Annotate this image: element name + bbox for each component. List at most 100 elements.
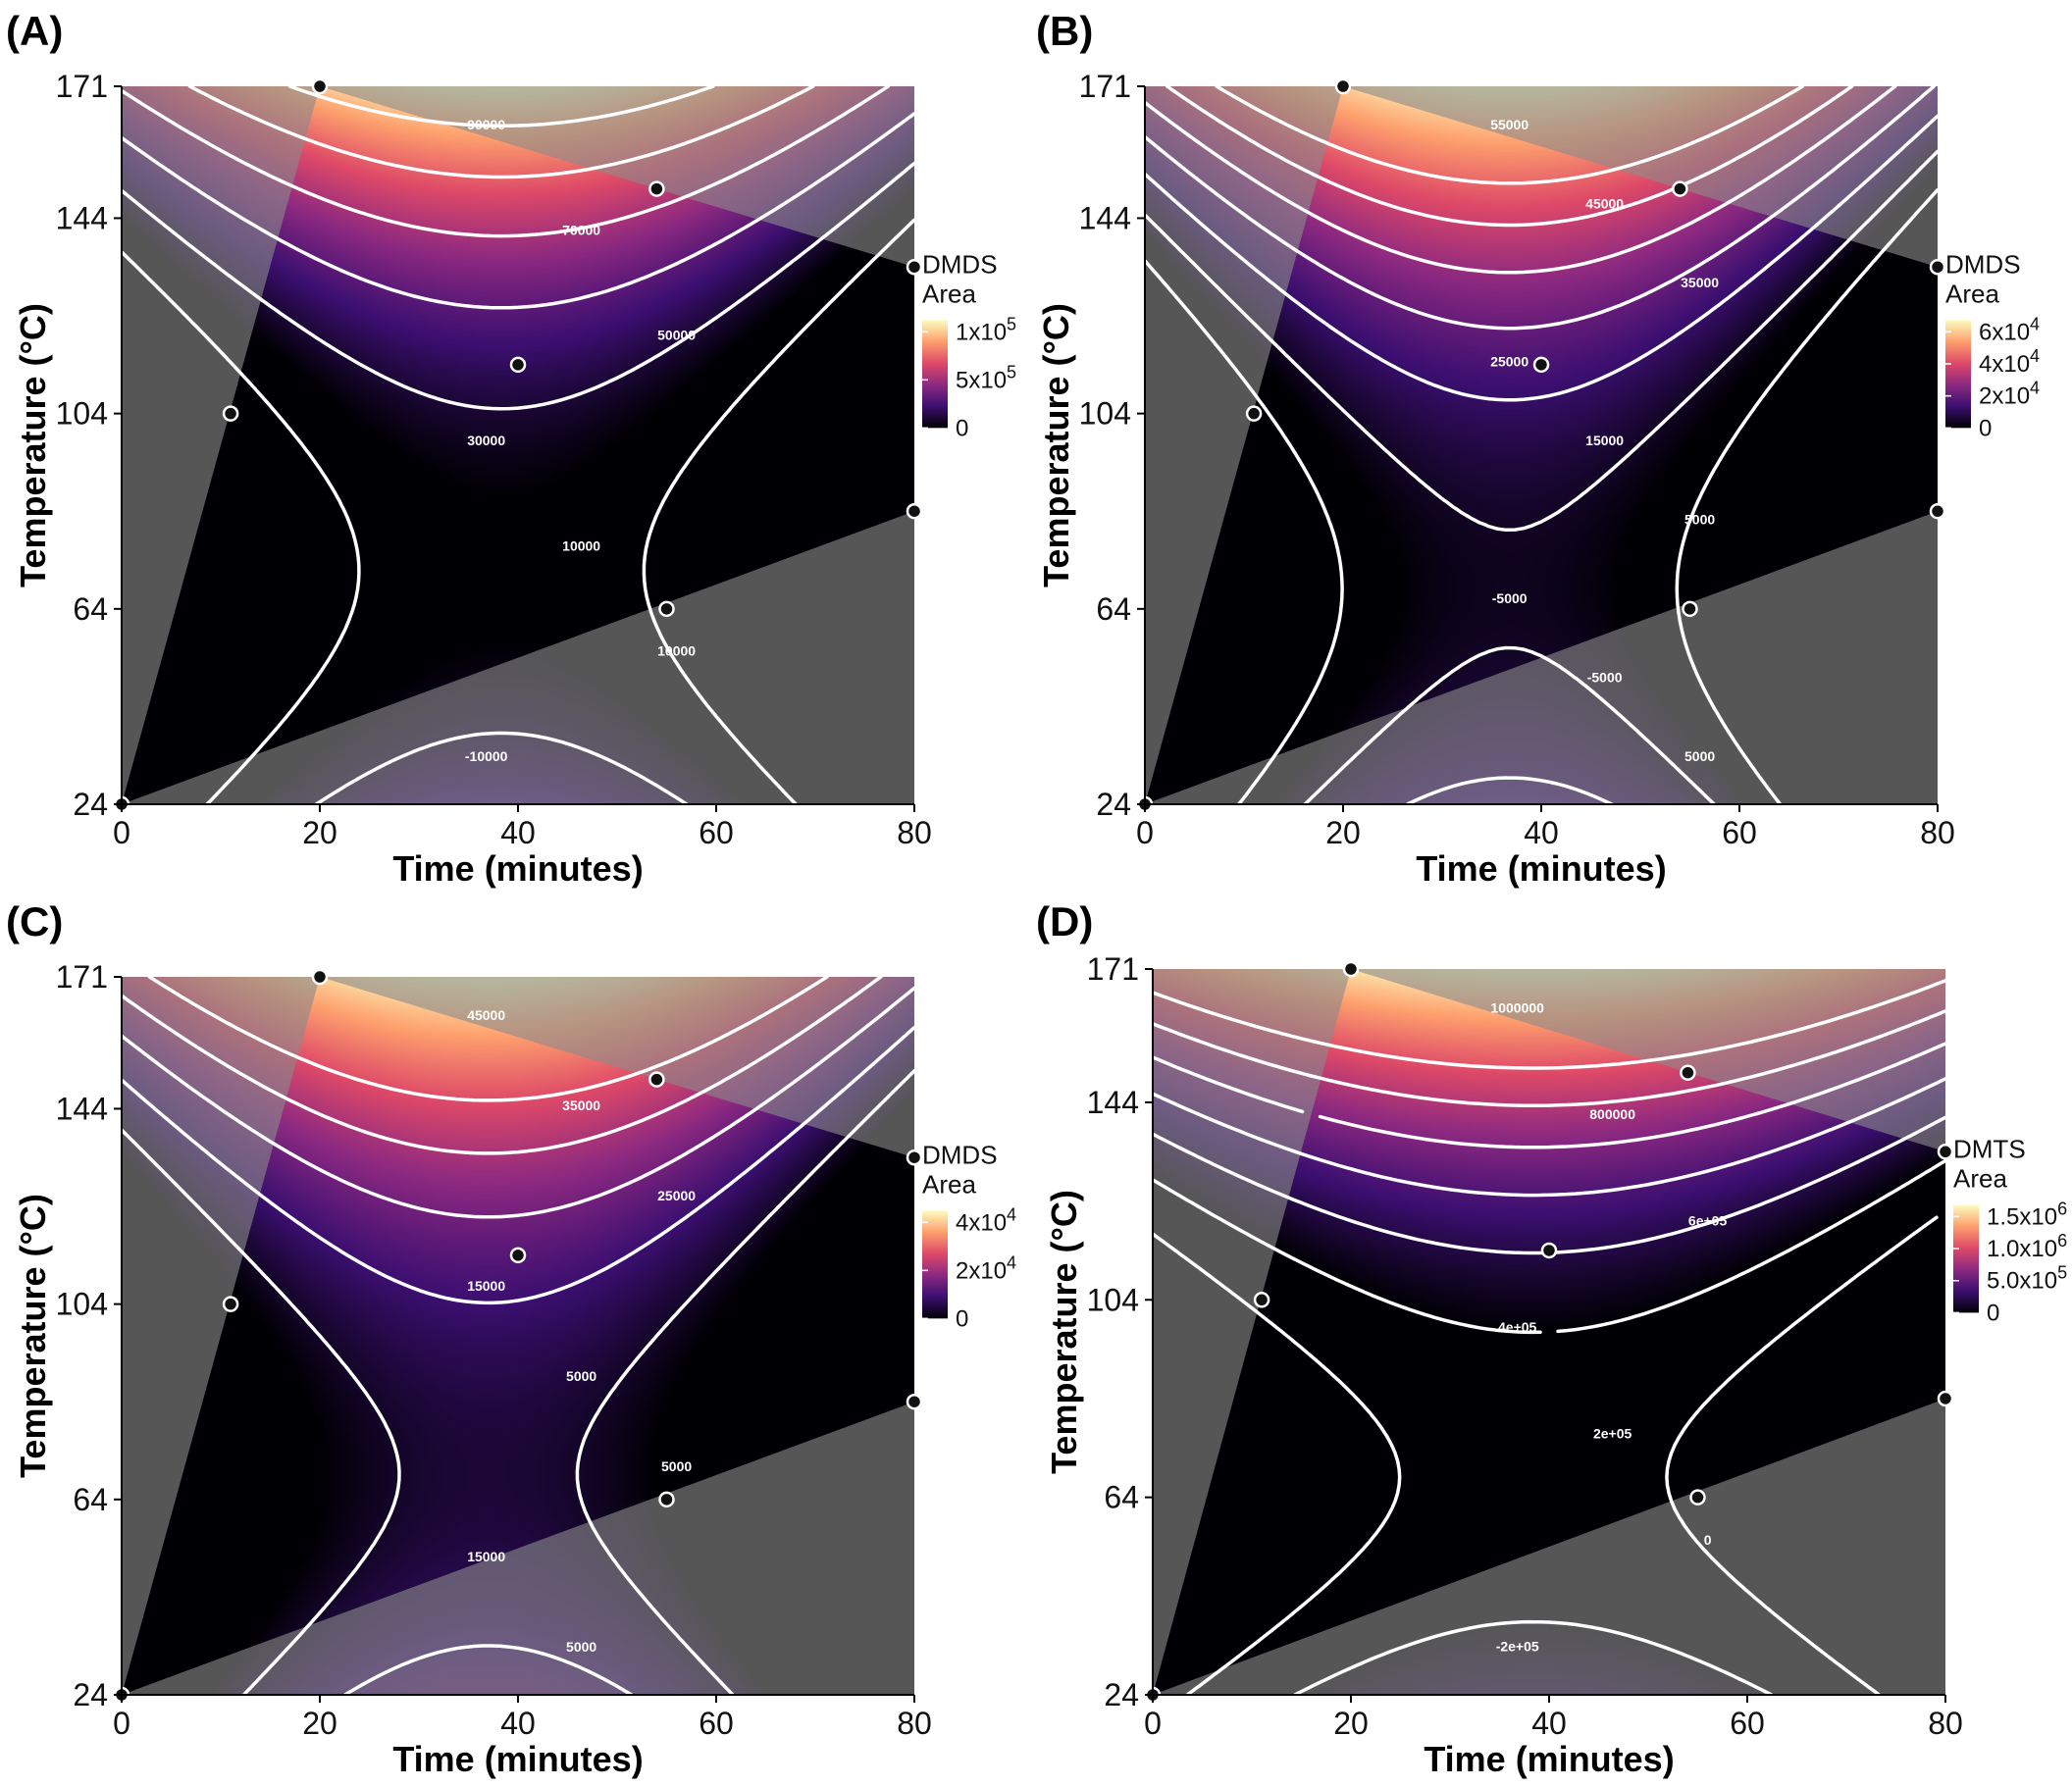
- x-tick-label: 80: [1920, 815, 1955, 850]
- contour-label: 45000: [1585, 195, 1624, 211]
- legend-tick-label: 2x104: [1979, 379, 2040, 410]
- x-tick-label: 40: [1524, 815, 1559, 850]
- legend-tick-label: 0: [956, 415, 968, 441]
- contour-label: -5000: [1587, 670, 1623, 686]
- design-point: [649, 1073, 663, 1087]
- panel-a: 900007000050000300001000010000-100000 20 4…: [6, 8, 1016, 889]
- x-tick-label: 20: [302, 1706, 337, 1741]
- y-tick-label: 64: [73, 591, 108, 627]
- contour-label: 6e+05: [1688, 1212, 1728, 1228]
- contour-label: 5000: [1684, 748, 1715, 764]
- y-tick-label: 104: [1087, 1282, 1139, 1317]
- contour-label: 55000: [1490, 117, 1528, 132]
- contour-label: 90000: [467, 117, 505, 132]
- contour-label: 5000: [566, 1639, 596, 1655]
- contour-label: 30000: [467, 433, 505, 448]
- contour-label: 25000: [1490, 353, 1528, 369]
- contour-label: 45000: [467, 1007, 505, 1023]
- contour-label: 5000: [661, 1458, 692, 1474]
- y-tick-label: 144: [1079, 200, 1131, 235]
- design-point: [907, 260, 921, 274]
- legend-colorbar: [1945, 320, 1971, 428]
- legend-tick-label: 5x105: [956, 362, 1016, 393]
- design-point: [1939, 1145, 1952, 1158]
- x-tick-label: 20: [302, 815, 337, 850]
- legend-tick-label: 0: [956, 1305, 968, 1332]
- x-tick-label: 60: [1730, 1706, 1765, 1741]
- legend-tick-label: 0: [1979, 415, 1992, 441]
- legend-title: DMTS: [1953, 1134, 2026, 1163]
- figure-canvas: 900007000050000300001000010000-100000 20 4…: [0, 0, 2072, 1787]
- x-tick-label: 60: [699, 815, 734, 850]
- y-tick-label: 171: [56, 69, 108, 104]
- panel-label: (C): [6, 898, 63, 945]
- design-point: [660, 602, 674, 616]
- panel-c: 45000 35000 25000 15000 5000 5000 15000 5000 0 20…: [6, 898, 1016, 1779]
- contour-label: 4e+05: [1498, 1319, 1537, 1335]
- design-point: [907, 504, 921, 518]
- x-tick-label: 60: [699, 1706, 734, 1741]
- design-point: [1255, 1293, 1269, 1306]
- x-tick-label: 0: [113, 1706, 130, 1741]
- design-point: [511, 358, 525, 372]
- y-tick-label: 144: [1087, 1085, 1139, 1120]
- legend-tick-label: 4x104: [956, 1204, 1016, 1236]
- design-point: [1336, 79, 1350, 93]
- contour-label: 1000000: [1490, 999, 1544, 1015]
- y-tick-label: 24: [73, 1677, 108, 1712]
- legend-title: Area: [922, 1169, 976, 1199]
- legend-title: DMDS: [922, 249, 998, 279]
- design-point: [907, 1395, 921, 1408]
- contour-label: 70000: [562, 222, 600, 237]
- x-tick-label: 60: [1722, 815, 1757, 850]
- legend: DMDSArea6x1044x1042x1040: [1945, 249, 2040, 441]
- legend-tick-label: 4x104: [1979, 346, 2040, 378]
- design-point: [1542, 1244, 1556, 1257]
- y-tick-label: 171: [1087, 951, 1139, 987]
- x-tick-label: 40: [500, 815, 536, 850]
- contour-label: 15000: [1585, 433, 1624, 448]
- panel-label: (D): [1036, 898, 1093, 945]
- x-tick-label: 80: [1928, 1706, 1963, 1741]
- design-point: [649, 182, 663, 196]
- design-point: [1247, 407, 1261, 421]
- legend-title: Area: [1945, 279, 1999, 308]
- y-tick-label: 104: [56, 1287, 108, 1322]
- y-tick-label: 144: [56, 200, 108, 235]
- panel-label: (A): [6, 8, 63, 54]
- y-axis-title: Temperature (°C): [1036, 303, 1076, 587]
- legend-tick-label: 1.5x106: [1987, 1199, 2067, 1230]
- panel-label: (B): [1036, 8, 1093, 54]
- design-point: [1344, 962, 1358, 976]
- legend-tick-label: 0: [1987, 1300, 1999, 1326]
- legend-tick-label: 6x104: [1979, 314, 2040, 345]
- x-tick-label: 40: [1531, 1706, 1567, 1741]
- y-tick-label: 24: [1104, 1677, 1139, 1712]
- x-tick-label: 80: [897, 815, 932, 850]
- y-tick-label: 171: [1079, 69, 1131, 104]
- design-point: [907, 1150, 921, 1164]
- contour-label: 5000: [566, 1368, 596, 1384]
- contour-label: -5000: [1492, 590, 1528, 606]
- contour-label: 50000: [657, 328, 696, 343]
- x-axis-title: Time (minutes): [392, 1739, 643, 1779]
- y-tick-label: 24: [73, 787, 108, 822]
- y-tick-label: 24: [1096, 787, 1131, 822]
- panel-d: 10000008000006e+054e+052e+050-2e+050 20 40…: [1036, 898, 2067, 1779]
- design-point: [313, 79, 327, 93]
- x-tick-label: 0: [1144, 1706, 1162, 1741]
- y-tick-label: 144: [56, 1091, 108, 1126]
- contour-label: 35000: [1681, 275, 1719, 290]
- x-tick-label: 40: [500, 1706, 536, 1741]
- legend-title: Area: [922, 279, 976, 308]
- panel-b: 55000450003500025000150005000-5000-50005…: [1036, 8, 2040, 889]
- design-point: [1939, 1392, 1952, 1405]
- x-tick-label: 20: [1325, 815, 1361, 850]
- contour-label: 10000: [657, 643, 696, 659]
- contour-label: 800000: [1589, 1106, 1635, 1122]
- y-axis-title: Temperature (°C): [13, 303, 53, 587]
- y-tick-label: 104: [1079, 396, 1131, 432]
- legend-tick-label: 5.0x105: [1987, 1263, 2067, 1295]
- legend-tick-label: 1.0x106: [1987, 1231, 2067, 1262]
